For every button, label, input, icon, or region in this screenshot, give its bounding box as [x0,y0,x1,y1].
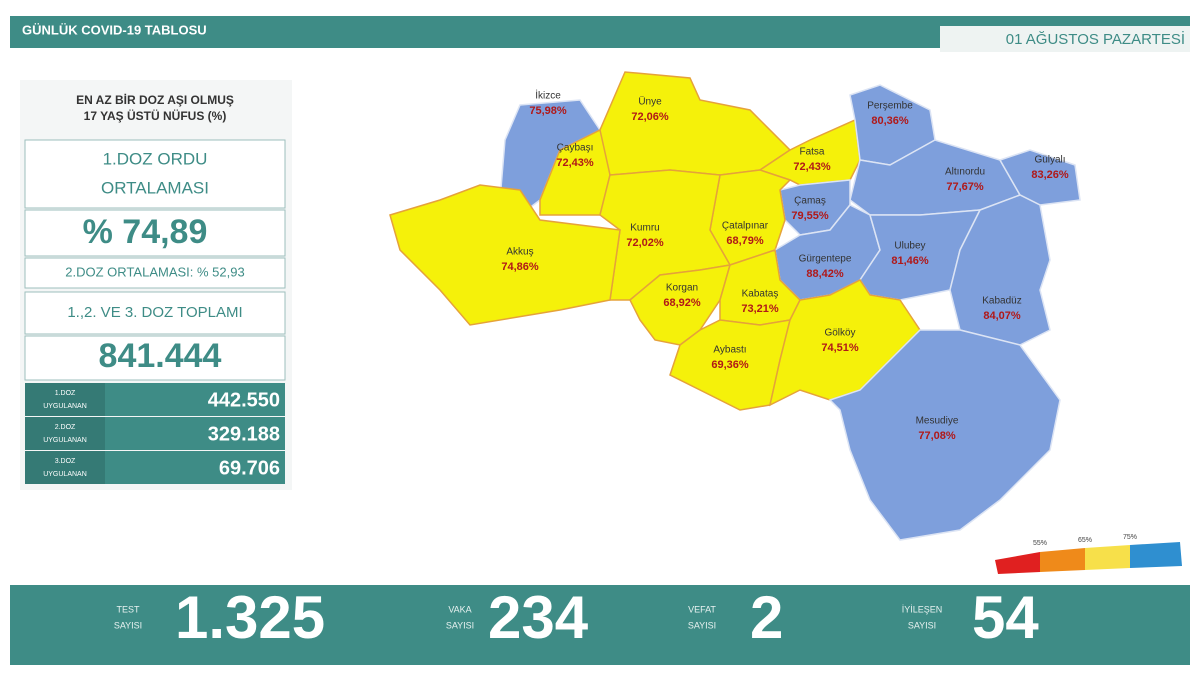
dose-label: UYGULANAN [43,437,87,444]
stat-label: VEFAT [688,604,716,614]
stat-value: 234 [488,584,589,651]
stat-label: SAYISI [114,620,142,630]
stat-value: 2 [750,584,783,651]
avg-value: % 74,89 [83,213,208,251]
legend-swatch [995,552,1040,574]
legend-tick-label: 55% [1033,540,1047,547]
region-name: Gülyalı [1034,155,1065,166]
legend-tick-label: 65% [1078,537,1092,544]
legend-swatch [1040,548,1085,572]
region-value: 68,79% [726,235,764,247]
region-value: 79,55% [791,210,829,222]
box [24,209,286,257]
total-value: 841.444 [99,337,222,375]
dose-label: 3.DOZ [55,458,76,465]
region-shape [949,194,1051,346]
dose-label-cell [25,417,105,450]
stat-label: SAYISI [908,620,936,630]
region-name: Kabataş [742,289,779,300]
region-value: 73,21% [741,303,779,315]
region-value: 69,36% [711,359,749,371]
stat-label: SAYISI [446,620,474,630]
header-title: GÜNLÜK COVID-19 TABLOSU [22,22,207,37]
region-name: Gölköy [824,328,855,339]
stats-bar [10,585,1190,665]
panel-heading: 17 YAŞ ÜSTÜ NÜFUS (%) [84,108,227,123]
dose-label: 1.DOZ [55,390,76,397]
region-name: Çamaş [794,196,826,207]
region-name: Fatsa [799,147,824,158]
box [24,257,286,289]
region-name: Perşembe [867,101,913,112]
dose-label: 2.DOZ [55,424,76,431]
header-date: 01 AĞUSTOS PAZARTESİ [1006,30,1185,48]
region-value: 72,02% [626,237,664,249]
region-shape [629,264,732,346]
avg-label: ORTALAMASI [101,178,209,197]
legend: 55% 65% 75% [995,534,1182,574]
region-name: Ünye [638,96,662,108]
region-value: 75,98% [529,105,567,117]
region-name: Çatalpınar [722,221,769,232]
region-name: Korgan [666,283,698,294]
region-shape [389,184,621,326]
region-value: 74,86% [501,261,539,273]
legend-tick-label: 75% [1123,534,1137,541]
box [24,139,286,209]
box [24,335,286,381]
avg-label: 1.DOZ ORDU [103,149,208,168]
region-name: Akkuş [506,247,533,258]
region-name: Gürgentepe [799,254,852,265]
legend-swatch [1085,545,1130,570]
dose2-average: 2.DOZ ORTALAMASI: % 52,93 [65,264,244,279]
region-shape [828,329,1061,541]
stats: TEST SAYISI 1.325 VAKA SAYISI 234 VEFAT SAYISI 2… [114,584,1040,651]
region-name: Aybastı [713,345,746,356]
region-value: 81,46% [891,255,929,267]
region-value: 77,67% [946,181,984,193]
stat-value: 54 [972,584,1039,651]
region-name: Mesudiye [916,416,959,427]
region-value: 83,26% [1031,169,1069,181]
dose-label-cell [25,383,105,416]
stat-label: VAKA [448,604,471,614]
dose-table: 1.DOZ UYGULANAN 442.550 2.DOZ UYGULANAN 329.1… [25,383,285,484]
region-value: 74,51% [821,342,859,354]
stat-value: 1.325 [175,584,325,651]
map: İkizce 75,98% Ünye 72,06% Çaybaşı 72,43% Fatsa… [389,71,1081,541]
box [24,291,286,335]
region-name: Altınordu [945,167,985,178]
stat-label: SAYISI [688,620,716,630]
region-name: Ulubey [894,241,925,252]
dose-label: UYGULANAN [43,403,87,410]
total-label: 1.,2. VE 3. DOZ TOPLAMI [67,304,242,321]
region-value: 72,06% [631,111,669,123]
stat-label: TEST [116,604,140,614]
region-value: 77,08% [918,430,956,442]
region-name: Çaybaşı [557,143,594,154]
region-shape [859,209,982,301]
region-shape [589,71,792,176]
region-name: İkizce [535,89,561,102]
stat-label: İYİLEŞEN [902,604,943,614]
legend-swatch [1130,542,1182,568]
dose-label: UYGULANAN [43,471,87,478]
region-value: 84,07% [983,310,1021,322]
region-value: 72,43% [793,161,831,173]
region-name: Kabadüz [982,296,1021,307]
region-value: 88,42% [806,268,844,280]
region-value: 80,36% [871,115,909,127]
panel-heading: EN AZ BİR DOZ AŞI OLMUŞ [76,92,234,107]
dose-value: 69.706 [219,457,280,479]
dose-value: 442.550 [208,389,280,411]
date-box [940,26,1190,52]
region-value: 72,43% [556,157,594,169]
region-value: 68,92% [663,297,701,309]
region-name: Kumru [630,223,659,234]
dose-label-cell [25,451,105,484]
dose-value: 329.188 [208,423,280,445]
